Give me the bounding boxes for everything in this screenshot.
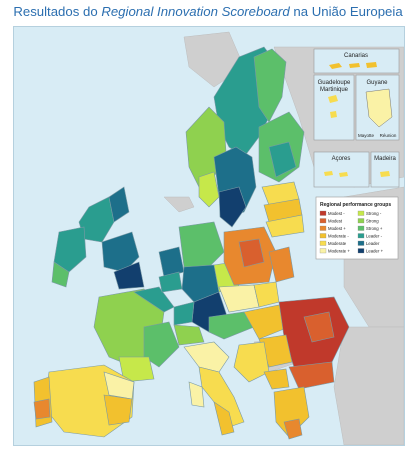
legend: Regional performance groups Modest - Mode… <box>315 196 399 260</box>
legend-label: Strong + <box>366 226 383 231</box>
map-frame: Canarias Guadeloupe Martinique Guyane Ma… <box>13 26 405 446</box>
legend-label: Leader + <box>366 249 384 254</box>
legend-swatch <box>357 233 365 239</box>
legend-swatch <box>357 210 365 216</box>
map-title-italic: Regional Innovation Scoreboard <box>101 4 290 19</box>
legend-swatch <box>357 218 365 224</box>
map-title-prefix: Resultados do <box>13 4 102 19</box>
inset-label-guyane: Guyane <box>366 80 388 86</box>
legend-swatch <box>319 233 327 239</box>
region-iberia <box>33 364 135 438</box>
inset-label-guadeloupe: Guadeloupe <box>318 80 351 86</box>
legend-swatch <box>357 240 365 246</box>
inset-panels: Canarias Guadeloupe Martinique Guyane Ma… <box>313 48 400 188</box>
legend-label: Modest - <box>328 211 345 216</box>
legend-label: Strong <box>366 219 379 224</box>
legend-label: Strong - <box>366 211 382 216</box>
region-scandinavia <box>185 46 305 228</box>
europe-map: Canarias Guadeloupe Martinique Guyane Ma… <box>33 31 404 445</box>
inset-label-canarias: Canarias <box>344 53 368 59</box>
legend-swatch <box>319 218 327 224</box>
legend-swatch <box>319 210 327 216</box>
legend-label: Leader - <box>366 234 383 239</box>
inset-label-acores: Açores <box>332 156 351 162</box>
region-poland-czech <box>218 226 295 313</box>
legend-title: Regional performance groups <box>320 202 391 208</box>
legend-label: Moderate - <box>328 234 349 239</box>
legend-label: Modest + <box>328 226 346 231</box>
region-italy <box>183 341 245 436</box>
inset-label-reunion: Réunion <box>380 133 397 138</box>
legend-label: Leader <box>366 241 380 246</box>
legend-swatch <box>357 248 365 254</box>
region-alpine <box>173 311 255 346</box>
legend-swatch <box>319 248 327 254</box>
legend-label: Modest <box>328 219 343 224</box>
region-france <box>93 286 180 383</box>
inset-label-madeira: Madeira <box>374 156 396 162</box>
map-title-suffix: na União Europeia <box>289 4 403 19</box>
legend-swatch <box>319 225 327 231</box>
legend-swatch <box>357 225 365 231</box>
legend-label: Moderate + <box>328 249 350 254</box>
region-baltics <box>261 181 305 238</box>
map-title: Resultados do Regional Innovation Scoreb… <box>0 4 416 19</box>
inset-label-martinique: Martinique <box>320 87 349 93</box>
region-uk-ireland <box>51 186 145 290</box>
inset-label-mayotte: Mayotte <box>358 133 375 138</box>
region-east <box>243 296 350 390</box>
legend-swatch <box>319 240 327 246</box>
region-southeast <box>233 341 310 440</box>
legend-label: Moderate <box>328 241 347 246</box>
